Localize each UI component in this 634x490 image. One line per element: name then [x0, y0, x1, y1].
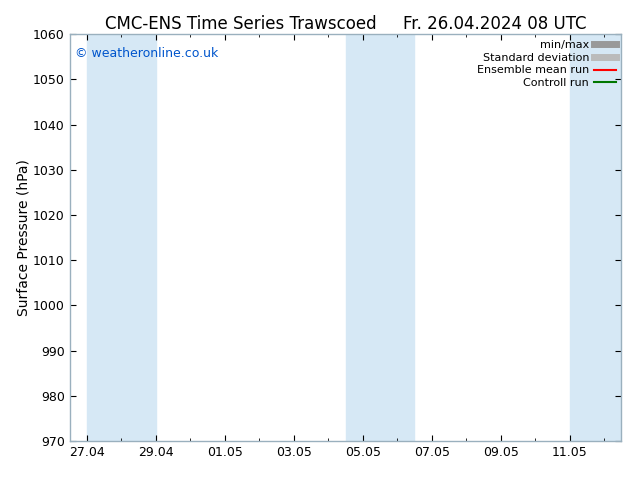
Legend: min/max, Standard deviation, Ensemble mean run, Controll run: min/max, Standard deviation, Ensemble me…	[475, 38, 618, 91]
Bar	[346, 34, 415, 441]
Bar	[87, 34, 156, 441]
Text: CMC-ENS Time Series Trawscoed: CMC-ENS Time Series Trawscoed	[105, 15, 377, 33]
Text: Fr. 26.04.2024 08 UTC: Fr. 26.04.2024 08 UTC	[403, 15, 586, 33]
Y-axis label: Surface Pressure (hPa): Surface Pressure (hPa)	[16, 159, 30, 316]
Bar	[569, 34, 621, 441]
Text: © weatheronline.co.uk: © weatheronline.co.uk	[75, 47, 219, 59]
